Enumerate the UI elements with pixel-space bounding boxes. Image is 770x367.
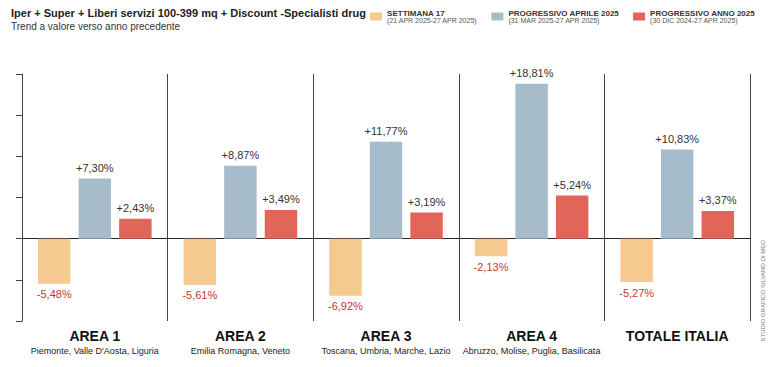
svg-text:Trend a valore verso anno prec: Trend a valore verso anno precedente (11, 21, 181, 32)
svg-text:+18,81%: +18,81% (510, 67, 554, 79)
svg-text:(31 MAR 2025-27 APR 2025): (31 MAR 2025-27 APR 2025) (508, 17, 599, 25)
svg-text:Abruzzo, Molise, Puglia, Basil: Abruzzo, Molise, Puglia, Basilicata (463, 346, 601, 356)
svg-text:+7,30%: +7,30% (76, 162, 114, 174)
svg-text:AREA 4: AREA 4 (506, 328, 557, 344)
svg-text:+3,49%: +3,49% (262, 193, 300, 205)
svg-text:+3,19%: +3,19% (408, 196, 446, 208)
svg-text:SETTIMANA 17: SETTIMANA 17 (387, 8, 445, 18)
svg-text:Toscana, Umbria, Marche, Lazio: Toscana, Umbria, Marche, Lazio (321, 346, 450, 356)
svg-text:PROGRESSIVO APRILE 2025: PROGRESSIVO APRILE 2025 (508, 8, 619, 18)
svg-text:Iper + Super + Liberi servizi: Iper + Super + Liberi servizi 100-399 mq… (11, 7, 366, 19)
svg-text:AREA 2: AREA 2 (215, 328, 266, 344)
svg-text:-2,13%: -2,13% (474, 261, 509, 273)
svg-text:+3,37%: +3,37% (699, 194, 737, 206)
svg-text:+11,77%: +11,77% (365, 125, 408, 137)
svg-text:TOTALE ITALIA: TOTALE ITALIA (626, 328, 729, 344)
svg-text:+2,43%: +2,43% (117, 202, 155, 214)
svg-text:Piemonte, Valle D'Aosta, Ligur: Piemonte, Valle D'Aosta, Liguria (31, 346, 159, 356)
svg-text:+8,87%: +8,87% (222, 149, 260, 161)
svg-text:(30 DIC 2024-27 APR 2025): (30 DIC 2024-27 APR 2025) (650, 17, 738, 25)
svg-text:Emilia Romagna, Veneto: Emilia Romagna, Veneto (191, 346, 290, 356)
svg-text:STUDIO GRAFICO SILVANO DI MEO: STUDIO GRAFICO SILVANO DI MEO (760, 240, 766, 342)
svg-text:-5,48%: -5,48% (37, 288, 72, 300)
svg-text:AREA 3: AREA 3 (361, 328, 412, 344)
svg-text:-6,92%: -6,92% (328, 300, 363, 312)
svg-text:PROGRESSIVO ANNO 2025: PROGRESSIVO ANNO 2025 (650, 8, 755, 18)
svg-text:-5,27%: -5,27% (619, 287, 654, 299)
svg-text:+5,24%: +5,24% (553, 179, 591, 191)
svg-text:AREA 1: AREA 1 (69, 328, 120, 344)
svg-text:(21 APR 2025-27 APR 2025): (21 APR 2025-27 APR 2025) (387, 17, 477, 25)
svg-text:-5,61%: -5,61% (182, 289, 217, 301)
svg-text:+10,83%: +10,83% (655, 133, 699, 145)
